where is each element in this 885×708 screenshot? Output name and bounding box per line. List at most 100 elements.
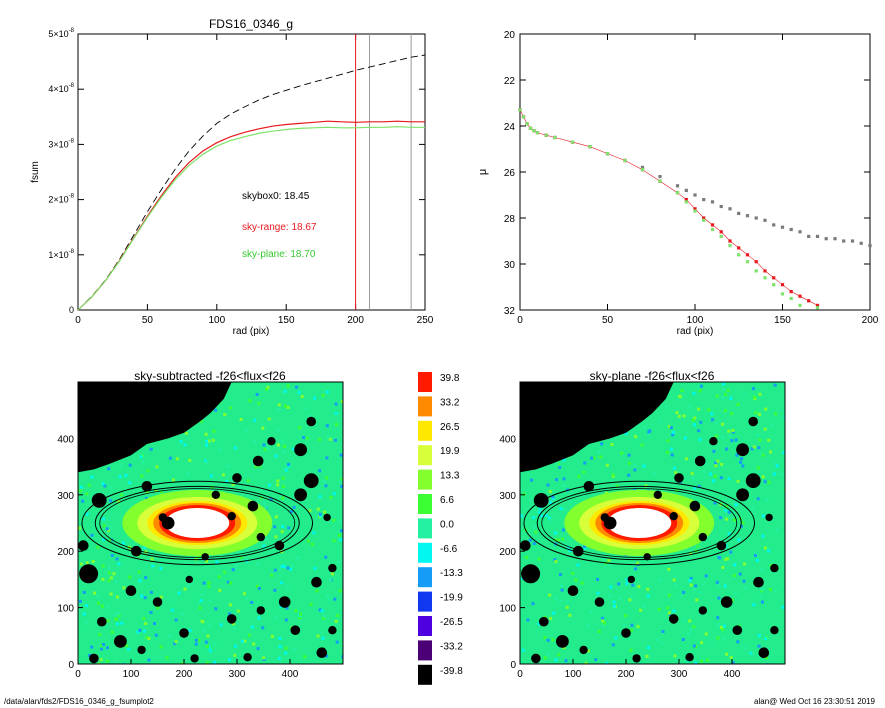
noise-pixel [275,615,279,619]
masked-star [736,488,749,502]
noise-pixel [715,394,719,398]
noise-pixel [634,567,637,571]
masked-star [311,576,322,588]
noise-pixel [99,658,103,662]
noise-pixel [729,396,733,400]
noise-pixel [730,439,734,443]
noise-pixel [665,451,669,455]
noise-pixel [122,586,126,590]
noise-pixel [740,457,744,461]
data-point-green [710,227,715,232]
data-point-gray [850,239,855,243]
noise-pixel [697,407,701,411]
noise-pixel [631,583,635,587]
masked-star [243,653,252,662]
masked-star [732,625,743,635]
chart-title: FDS16_0346_g [209,17,293,31]
noise-pixel [671,433,675,437]
noise-pixel [96,601,100,605]
data-point-green [789,296,793,301]
noise-pixel [298,426,302,430]
noise-pixel [761,453,765,457]
noise-pixel [727,477,731,481]
x-tick-label: 100 [565,669,582,680]
x-tick-label: 0 [75,315,81,326]
noise-pixel [263,448,267,451]
masked-star [709,437,718,446]
noise-pixel [721,382,725,386]
masked-star [97,616,107,627]
noise-pixel [209,474,213,478]
masked-star [306,416,317,427]
noise-pixel [699,590,703,594]
noise-pixel [93,591,96,595]
noise-pixel [583,546,587,550]
masked-star [89,653,99,664]
noise-pixel [273,525,277,529]
noise-pixel [165,656,169,660]
noise-pixel [546,483,550,487]
data-point-gray [824,237,828,241]
noise-pixel [532,525,536,529]
data-point-gray [763,218,767,222]
y-tick-label: 1×10-8 [48,249,74,260]
noise-pixel [685,430,689,434]
noise-pixel [315,589,319,593]
masked-star [323,513,331,522]
noise-pixel [101,482,105,486]
image-frame [77,381,344,665]
noise-pixel [316,634,320,638]
y-tick-label: 100 [499,604,516,615]
colorbar-swatch [418,664,432,685]
noise-pixel [757,634,761,638]
masked-star [91,493,107,508]
noise-pixel [263,506,267,510]
x-tick-label: 0 [75,669,81,680]
noise-pixel [678,394,682,398]
noise-pixel [625,582,629,586]
data-point-green [605,152,610,156]
noise-pixel [200,419,203,423]
noise-pixel [767,549,771,553]
noise-pixel [617,582,621,586]
noise-pixel [328,578,332,582]
data-point-green [521,115,526,119]
data-point-green [570,140,575,144]
noise-pixel [675,411,679,415]
noise-pixel [326,435,330,439]
noise-pixel [169,598,173,602]
noise-pixel [120,621,124,625]
noise-pixel [732,573,736,577]
noise-pixel [316,507,320,511]
masked-star [698,532,707,542]
noise-pixel [590,456,594,460]
data-point-green [532,129,536,133]
noise-pixel [96,595,99,599]
noise-pixel [692,625,696,629]
noise-pixel [281,496,285,500]
noise-pixel [767,480,771,484]
noise-pixel [256,647,260,651]
noise-pixel [700,659,703,663]
noise-pixel [558,466,562,469]
masked-star [689,500,701,512]
masked-star [653,490,662,499]
colorbar-label: 19.9 [440,446,460,457]
noise-pixel [116,622,120,626]
x-tick-label: 100 [687,315,704,326]
noise-pixel [84,621,88,625]
noise-pixel [562,484,566,488]
y-tick-label: 3×10-8 [48,138,74,149]
noise-pixel [332,518,336,522]
noise-pixel [207,581,211,585]
noise-pixel [667,567,671,571]
noise-pixel [194,638,198,642]
noise-pixel [139,455,143,459]
noise-pixel [560,584,564,588]
noise-pixel [145,636,149,640]
noise-pixel [85,492,89,496]
y-tick-label: 28 [504,214,516,225]
noise-pixel [643,426,647,429]
noise-pixel [105,527,109,531]
noise-pixel [722,624,726,628]
